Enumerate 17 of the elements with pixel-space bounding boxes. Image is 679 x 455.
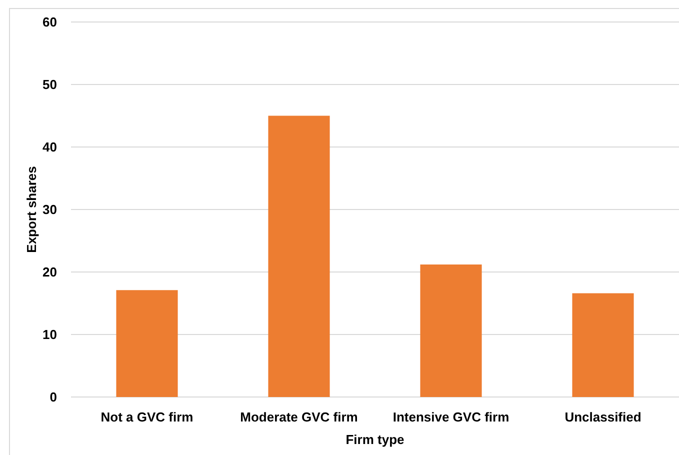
- bar: [268, 116, 330, 397]
- y-axis-title: Export shares: [24, 166, 39, 253]
- bar: [420, 264, 482, 397]
- y-tick-label: 40: [42, 140, 57, 155]
- y-tick-label: 60: [42, 14, 57, 30]
- x-tick-label: Unclassified: [564, 410, 642, 425]
- y-tick-label: 0: [50, 390, 57, 405]
- x-tick-label: Not a GVC firm: [100, 410, 194, 425]
- x-axis-title: Firm type: [346, 432, 404, 447]
- x-tick-label: Intensive GVC firm: [392, 410, 510, 425]
- bar: [572, 293, 634, 397]
- y-tick-label: 30: [42, 202, 57, 218]
- y-tick-label: 10: [42, 327, 57, 342]
- x-tick-label: Moderate GVC firm: [240, 410, 358, 425]
- y-tick-label: 50: [42, 77, 57, 92]
- bar: [116, 290, 178, 397]
- y-tick-label: 20: [42, 264, 57, 280]
